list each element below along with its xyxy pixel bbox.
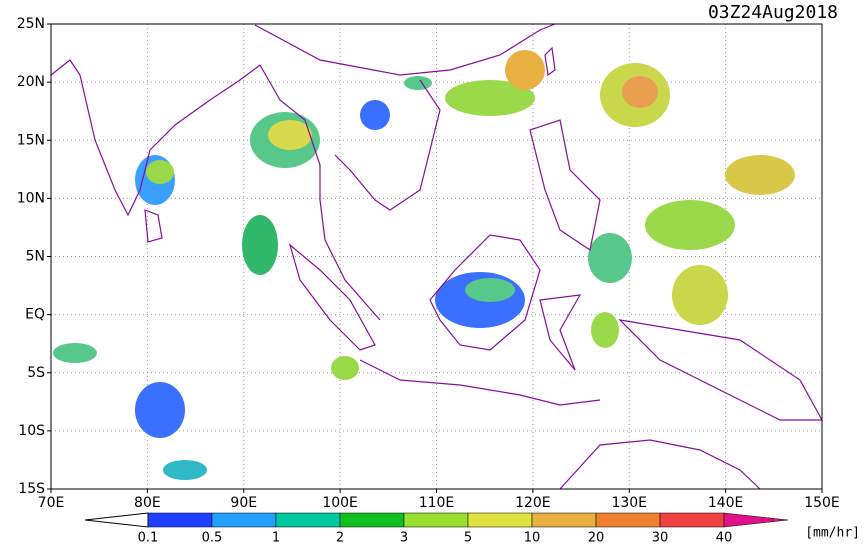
coastline	[288, 243, 376, 351]
lat-label: 15N	[17, 132, 45, 148]
colorbar-segment	[467, 512, 533, 528]
lat-label: EQ	[25, 307, 45, 323]
lat-label: 10N	[17, 190, 45, 206]
rain-area	[146, 160, 174, 184]
lon-label: 110E	[419, 495, 455, 511]
coastline	[50, 59, 261, 217]
rain-area	[622, 76, 658, 108]
rain-area	[725, 155, 795, 195]
colorbar-end	[723, 512, 789, 528]
lon-label: 70E	[38, 495, 65, 511]
rain-area	[404, 76, 432, 90]
colorbar-segment	[147, 512, 213, 528]
colorbar-label: 30	[652, 531, 669, 544]
colorbar-label: 0.1	[138, 531, 159, 544]
coastline	[144, 209, 163, 243]
coastline	[259, 64, 381, 321]
lon-label: 90E	[230, 495, 257, 511]
lat-label: 15S	[18, 481, 45, 497]
colorbar-segment	[275, 512, 341, 528]
rain-area	[331, 356, 359, 380]
coastline	[529, 119, 601, 251]
rain-area	[360, 100, 390, 130]
map-title: 03Z24Aug2018	[708, 2, 838, 23]
colorbar-label: 20	[588, 531, 605, 544]
rain-area	[163, 460, 207, 480]
colorbar-segment	[595, 512, 661, 528]
coastline	[559, 439, 761, 490]
lon-label: 80E	[134, 495, 161, 511]
lat-label: 20N	[17, 74, 45, 90]
coastline	[359, 359, 601, 406]
lon-label: 100E	[322, 495, 358, 511]
lat-label: 10S	[18, 423, 45, 439]
coastline	[539, 294, 582, 371]
rain-areas	[53, 50, 795, 480]
colorbar-segment	[339, 512, 405, 528]
coastline	[254, 23, 556, 76]
coastline	[429, 234, 541, 351]
colorbar-segment	[659, 512, 725, 528]
colorbar: 0.1 0.5 1 2 3 5 10 20 30 40	[84, 512, 789, 544]
rain-area	[672, 265, 728, 325]
colorbar-segment	[531, 512, 597, 528]
lon-label: 150E	[804, 495, 840, 511]
colorbar-label: 40	[716, 531, 733, 544]
lat-label: 5N	[26, 249, 45, 265]
lon-label: 130E	[611, 495, 647, 511]
coastline	[334, 79, 441, 211]
rain-area	[135, 382, 185, 438]
rain-area	[588, 233, 632, 283]
colorbar-label: 3	[400, 531, 408, 544]
coastline	[618, 319, 824, 421]
coastlines	[50, 23, 824, 490]
colorbar-label: 2	[336, 531, 344, 544]
coastline	[544, 46, 556, 77]
rain-area	[242, 215, 278, 275]
colorbar-unit: [mm/hr]	[805, 526, 860, 541]
rain-area	[505, 50, 545, 90]
colorbar-segment	[403, 512, 469, 528]
colorbar-end	[84, 512, 149, 528]
colorbar-label: 5	[464, 531, 472, 544]
colorbar-segment	[211, 512, 277, 528]
colorbar-label: 10	[524, 531, 541, 544]
lat-label: 5S	[27, 365, 45, 381]
rain-area	[591, 312, 619, 348]
colorbar-label: 1	[272, 531, 280, 544]
rain-area	[53, 343, 97, 363]
lon-label: 120E	[515, 495, 551, 511]
rain-area	[268, 120, 312, 150]
rain-area	[465, 278, 515, 302]
rain-area	[645, 200, 735, 250]
rain-area	[445, 80, 535, 116]
lon-label: 140E	[708, 495, 744, 511]
lat-label: 25N	[17, 16, 45, 32]
colorbar-label: 0.5	[202, 531, 223, 544]
